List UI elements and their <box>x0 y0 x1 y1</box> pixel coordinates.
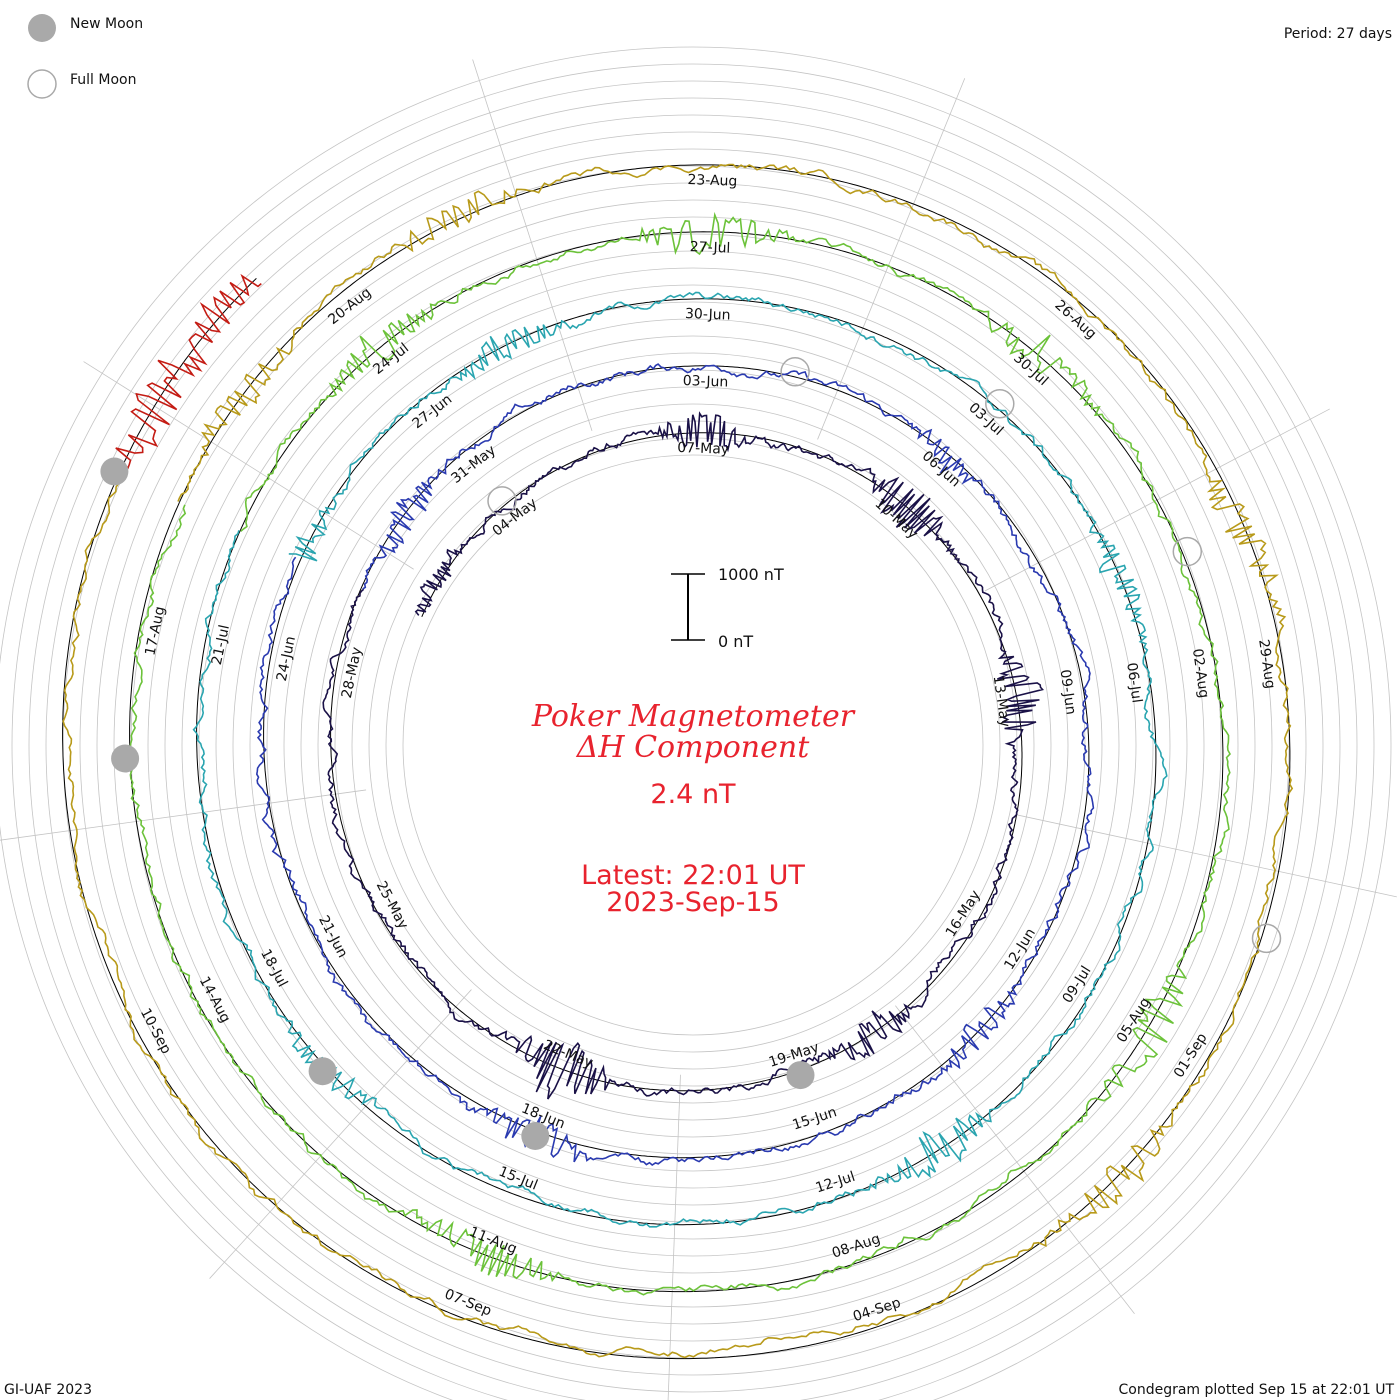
moon-layer <box>100 357 1282 1150</box>
trace-rotation-5 <box>62 163 1294 1359</box>
date-label: 29-Aug <box>1255 638 1278 690</box>
grid-ring <box>249 301 1137 1189</box>
date-label: 02-Aug <box>1189 648 1212 700</box>
trace-rotation-3 <box>192 291 1168 1228</box>
new-moon-marker <box>308 1057 337 1086</box>
grid-ring <box>11 63 1375 1400</box>
date-label: 07-May <box>677 440 729 458</box>
grid-ring <box>198 250 1188 1240</box>
trace-rotation-4 <box>129 211 1231 1296</box>
date-label: 12-Jul <box>814 1169 858 1197</box>
new-moon-marker <box>521 1122 550 1150</box>
scale-top-label: 1000 nT <box>718 565 784 584</box>
date-label: 27-Jun <box>410 391 456 432</box>
grid-spoke <box>667 1074 681 1400</box>
trace-rotation-1 <box>322 411 1044 1100</box>
date-label: 07-Sep <box>442 1286 494 1319</box>
chart-title-line2: ΔH Component <box>576 730 810 765</box>
latest-time: Latest: 22:01 UT <box>581 860 805 891</box>
chart-title-line1: Poker Magnetometer <box>531 699 856 734</box>
date-label: 23-Aug <box>687 172 737 190</box>
new-moon-marker <box>111 744 140 773</box>
grid-ring <box>232 284 1154 1206</box>
grid-ring <box>113 165 1273 1325</box>
grid-ring <box>266 318 1120 1172</box>
date-label: 27-Jul <box>690 239 731 256</box>
full-moon-marker <box>1251 923 1282 954</box>
date-label: 21-Jun <box>315 913 351 961</box>
trace-rotation-2 <box>255 363 1095 1166</box>
grid-ring <box>28 80 1358 1400</box>
full-moon-legend-label: Full Moon <box>70 72 136 88</box>
trace-rotation-6 <box>115 273 262 473</box>
grid-ring <box>317 369 1069 1121</box>
grid-spoke <box>817 78 966 440</box>
date-label: 26-Aug <box>1052 297 1100 342</box>
grid-spoke <box>0 789 367 841</box>
latest-date: 2023-Sep-15 <box>606 887 779 918</box>
new-moon-legend-icon <box>28 14 56 42</box>
grid-ring <box>164 216 1222 1274</box>
grid-spoke <box>83 361 414 570</box>
grid-ring <box>181 233 1205 1257</box>
scale-bar <box>671 573 705 641</box>
grid-spoke <box>895 1005 1135 1314</box>
full-moon-marker <box>487 486 517 516</box>
grid-spoke <box>1015 814 1397 898</box>
full-moon-marker <box>780 357 810 387</box>
period-label: Period: 27 days <box>1284 26 1392 42</box>
new-moon-marker <box>100 457 129 486</box>
grid-spoke <box>209 989 472 1279</box>
grid-spoke <box>472 59 593 431</box>
date-label: 03-Jun <box>682 373 728 391</box>
date-label: 09-Jul <box>1060 963 1095 1006</box>
date-label: 15-Jul <box>496 1164 540 1194</box>
data-layer <box>62 163 1294 1360</box>
grid-ring <box>351 403 1035 1087</box>
footer-plot-time: Condegram plotted Sep 15 at 22:01 UT <box>1118 1382 1394 1398</box>
date-label: 28-May <box>339 646 365 700</box>
grid-layer <box>0 46 1397 1400</box>
grid-ring <box>96 148 1290 1342</box>
grid-ring <box>402 454 984 1036</box>
date-label: 06-Jul <box>1123 662 1144 704</box>
date-label: 25-May <box>373 879 411 932</box>
date-label: 12-Jun <box>1001 926 1039 973</box>
grid-ring <box>45 97 1341 1393</box>
footer-credit: GI-UAF 2023 <box>4 1382 92 1398</box>
scale-bottom-label: 0 nT <box>718 632 753 651</box>
grid-ring <box>215 267 1171 1223</box>
baseline-rotation-4 <box>129 231 1224 1293</box>
grid-ring <box>0 46 1392 1400</box>
date-label: 11-Aug <box>467 1224 519 1258</box>
date-label: 17-Aug <box>142 605 168 657</box>
full-moon-legend-icon <box>27 69 57 99</box>
grid-ring <box>79 131 1307 1359</box>
grid-ring <box>385 437 1001 1053</box>
baseline-rotation-3 <box>196 298 1157 1226</box>
new-moon-marker <box>786 1061 815 1090</box>
grid-ring <box>283 335 1103 1155</box>
date-label: 13-May <box>990 675 1013 729</box>
full-moon-marker <box>1172 536 1203 567</box>
date-label: 30-Jun <box>685 306 731 324</box>
current-value: 2.4 nT <box>650 779 736 810</box>
grid-ring <box>334 386 1052 1104</box>
date-label: 24-Jun <box>274 635 299 683</box>
new-moon-legend-label: New Moon <box>70 16 143 32</box>
date-label: 09-Jun <box>1057 668 1079 715</box>
full-moon-marker <box>985 389 1015 419</box>
